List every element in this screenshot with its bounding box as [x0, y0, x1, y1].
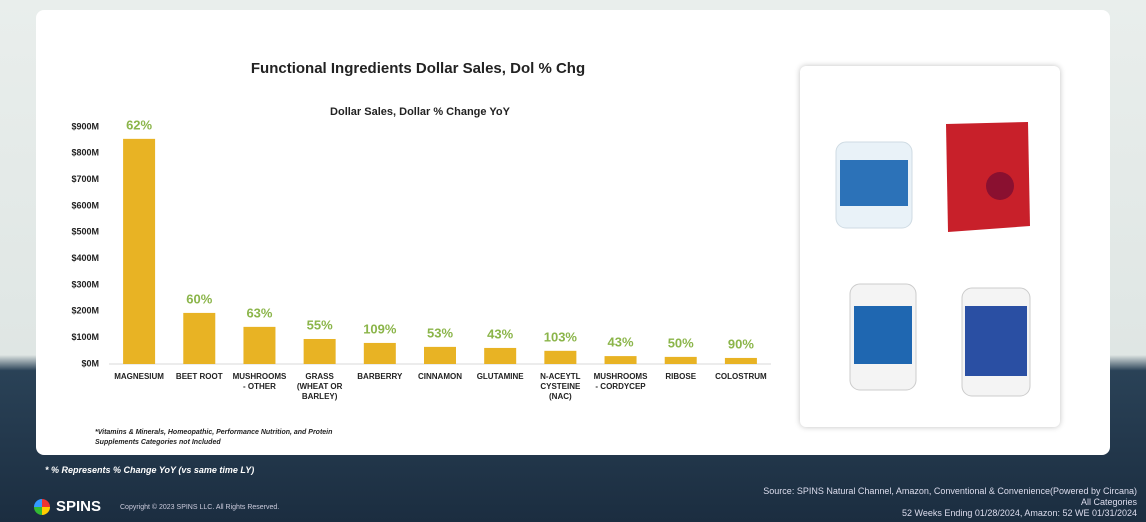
bar [664, 356, 697, 364]
bar [484, 347, 517, 364]
x-tick-label: MUSHROOMS - CORDYCEP [593, 372, 648, 391]
x-tick-label: GLUTAMINE [476, 372, 524, 381]
data-label: 43% [608, 335, 634, 350]
chart-subtitle: Dollar Sales, Dollar % Change YoY [330, 106, 511, 118]
data-label: 90% [728, 336, 754, 351]
product-panel [800, 66, 1060, 427]
bar [183, 312, 216, 364]
x-tick-label: CINNAMON [418, 372, 462, 381]
x-tick-label: MAGNESIUM [114, 372, 164, 381]
bar [424, 346, 456, 364]
data-label: 60% [186, 291, 212, 306]
y-tick-label: $900M [71, 121, 99, 131]
bar [724, 357, 757, 364]
y-tick-label: $0M [81, 358, 99, 368]
data-label: 103% [544, 329, 578, 344]
bar [544, 350, 577, 364]
bar [123, 138, 156, 364]
data-label: 50% [668, 335, 694, 350]
x-tick-label: MUSHROOMS - OTHER [232, 372, 287, 391]
data-label: 55% [307, 317, 333, 332]
x-tick-label: BEET ROOT [175, 372, 223, 381]
data-label: 62% [126, 117, 152, 132]
bar [604, 356, 637, 364]
source: Source: SPINS Natural Channel, Amazon, C… [763, 486, 1137, 519]
brand: SPINS [56, 498, 102, 515]
product-label [840, 160, 908, 206]
y-tick-label: $500M [71, 227, 99, 237]
source-line: 52 Weeks Ending 01/28/2024, Amazon: 52 W… [902, 508, 1137, 518]
source-line: All Categories [1080, 497, 1137, 507]
x-tick-label: RIBOSE [665, 372, 697, 381]
bar [303, 338, 336, 364]
x-tick-label: BARBERRY [357, 372, 403, 381]
x-tick-label: COLOSTRUM [715, 372, 767, 381]
product-images [835, 122, 1031, 397]
copyright: Copyright © 2023 SPINS LLC. All Rights R… [120, 504, 280, 511]
product-bag [946, 122, 1030, 232]
y-tick-label: $800M [71, 148, 99, 158]
data-label: 63% [246, 305, 272, 320]
y-tick-label: $300M [71, 279, 99, 289]
brand-logo [34, 499, 50, 515]
chart-title: Functional Ingredients Dollar Sales, Dol… [251, 60, 585, 77]
y-tick-label: $700M [71, 174, 99, 184]
data-label: 53% [427, 325, 453, 340]
product-label [854, 306, 912, 364]
y-tick-label: $600M [71, 200, 99, 210]
data-label: 43% [487, 326, 513, 341]
x-tick-label: GRASS (WHEAT OR BARLEY) [296, 372, 343, 401]
product-beet [986, 172, 1014, 200]
y-tick-label: $200M [71, 306, 99, 316]
x-tick-label: N-ACEYTL CYSTEINE (NAC) [540, 372, 581, 401]
bar [243, 326, 276, 364]
footer-note: * % Represents % Change YoY (vs same tim… [45, 465, 255, 475]
source-line: Source: SPINS Natural Channel, Amazon, C… [763, 486, 1137, 496]
data-label: 109% [363, 321, 397, 336]
y-tick-label: $100M [71, 332, 99, 342]
bar [363, 342, 396, 364]
y-tick-label: $400M [71, 253, 99, 263]
product-label [965, 306, 1027, 376]
chart-footnote: *Vitamins & Minerals, Homeopathic, Perfo… [95, 429, 333, 446]
